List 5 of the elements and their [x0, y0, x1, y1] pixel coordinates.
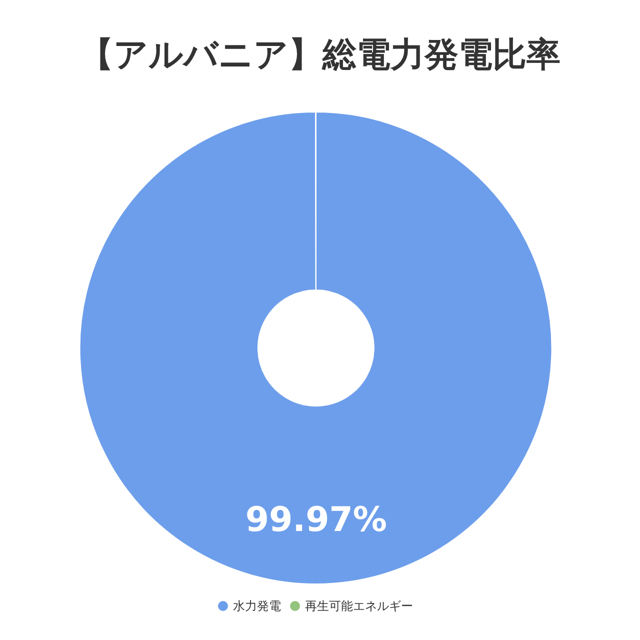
legend-label: 再生可能エネルギー — [305, 599, 413, 613]
donut-slice — [79, 112, 552, 584]
data-label: 99.97% — [245, 500, 387, 540]
chart-title: 【アルバニア】総電力発電比率 — [80, 35, 560, 75]
legend-label: 水力発電 — [233, 599, 281, 613]
